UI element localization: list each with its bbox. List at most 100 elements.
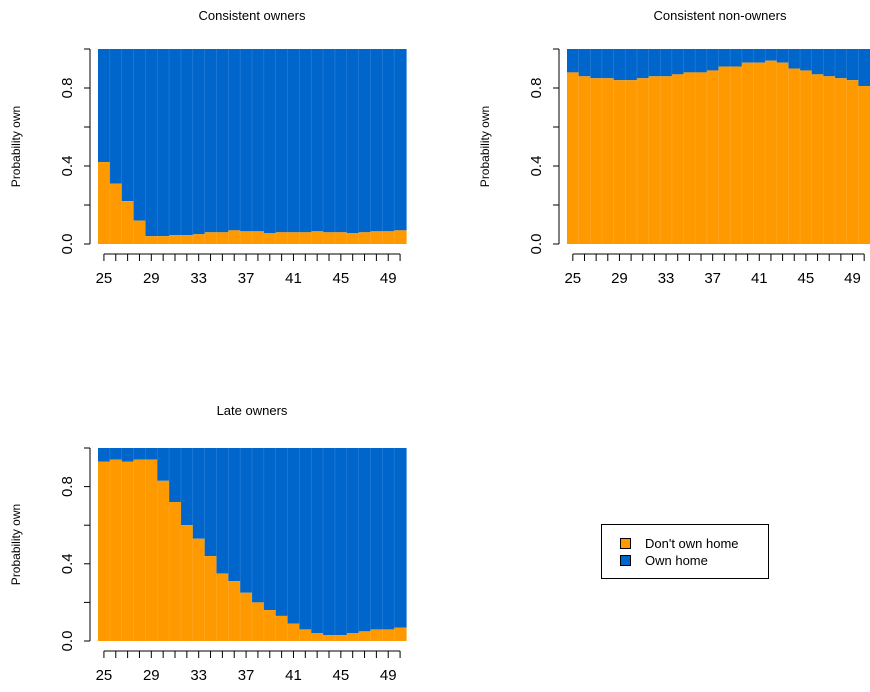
own-bar-45 <box>334 49 348 233</box>
y-tick-label: 0.8 <box>59 78 76 99</box>
dont-own-bar-29 <box>145 459 158 641</box>
own-bar-48 <box>835 49 848 79</box>
dont-own-bar-38 <box>718 66 731 244</box>
dont-own-bar-41 <box>287 232 300 244</box>
own-bar-34 <box>204 448 218 557</box>
panel-0: Consistent owners 0.0 0.4 0.8 Probability ow… <box>9 8 407 287</box>
dont-own-bar-25 <box>98 461 111 641</box>
own-bar-47 <box>823 49 836 77</box>
own-bar-41 <box>287 448 300 624</box>
dont-own-bar-49 <box>382 629 395 641</box>
x-tick-label: 37 <box>704 270 721 287</box>
x-tick-label: 33 <box>658 270 675 287</box>
x-tick-label: 45 <box>333 270 350 287</box>
dont-own-bar-34 <box>204 232 218 244</box>
own-bar-30 <box>157 49 170 237</box>
x-tick-label: 33 <box>190 270 207 287</box>
dont-own-bar-45 <box>334 635 348 641</box>
dont-own-bar-33 <box>192 234 206 244</box>
dont-own-bar-36 <box>695 72 708 245</box>
dont-own-bar-45 <box>800 70 813 244</box>
dont-own-bar-49 <box>846 80 859 244</box>
own-bar-27 <box>590 49 603 79</box>
dont-own-bar-35 <box>683 72 696 245</box>
own-bar-49 <box>846 49 859 81</box>
dont-own-bar-47 <box>358 631 372 641</box>
own-bar-35 <box>216 49 229 233</box>
legend-item-own: Own home <box>620 552 708 568</box>
own-bar-40 <box>275 448 289 616</box>
y-tick-label: 0.0 <box>59 234 76 255</box>
own-bar-42 <box>299 49 312 233</box>
own-bar-48 <box>370 448 383 630</box>
y-tick-label: 0.0 <box>528 234 545 255</box>
own-bar-36 <box>228 49 241 231</box>
x-tick-label: 49 <box>380 667 397 684</box>
dont-own-bar-37 <box>240 231 253 244</box>
own-bar-48 <box>370 49 383 232</box>
own-bar-39 <box>263 49 277 234</box>
dont-own-bar-50 <box>394 627 407 641</box>
dont-own-bar-38 <box>252 602 265 641</box>
dont-own-bar-35 <box>216 573 229 641</box>
x-tick-label: 45 <box>798 270 815 287</box>
dont-own-bar-28 <box>133 459 146 641</box>
panel-title: Consistent non-owners <box>654 8 787 23</box>
dont-own-bar-25 <box>98 162 111 244</box>
own-bar-29 <box>613 49 626 81</box>
panel-1: Consistent non-owners 0.0 0.4 0.8 Probabilit… <box>478 8 870 287</box>
own-bar-36 <box>228 448 241 582</box>
dont-own-bar-27 <box>121 201 135 244</box>
dont-own-bar-39 <box>263 233 277 244</box>
dont-own-bar-42 <box>299 629 312 641</box>
dont-own-bar-29 <box>613 80 626 244</box>
x-tick-label: 37 <box>238 667 255 684</box>
dont-own-bar-34 <box>671 74 685 244</box>
dont-own-bar-32 <box>180 235 194 244</box>
dont-own-bar-45 <box>334 232 348 244</box>
own-bar-33 <box>660 49 673 77</box>
own-bar-29 <box>145 448 158 460</box>
own-bar-35 <box>683 49 696 73</box>
y-tick-label: 0.0 <box>59 631 76 652</box>
own-bar-37 <box>240 49 253 232</box>
x-tick-label: 25 <box>96 667 113 684</box>
y-axis-label: Probability own <box>9 106 23 187</box>
own-bar-38 <box>252 448 265 603</box>
dont-own-bar-39 <box>730 66 743 244</box>
x-tick-label: 45 <box>333 667 350 684</box>
dont-own-bar-39 <box>263 610 277 641</box>
dont-own-bar-37 <box>706 70 720 244</box>
dont-own-bar-44 <box>323 232 336 244</box>
x-tick-label: 41 <box>285 270 302 287</box>
own-bar-32 <box>180 448 194 526</box>
own-bar-35 <box>216 448 229 574</box>
own-bar-42 <box>765 49 778 61</box>
dont-own-bar-44 <box>323 635 336 641</box>
dont-own-bar-50 <box>858 86 870 244</box>
own-bar-49 <box>382 49 395 232</box>
x-tick-label: 41 <box>751 270 768 287</box>
dont-own-bar-27 <box>121 461 135 641</box>
dont-own-bar-29 <box>145 236 158 244</box>
own-bar-47 <box>358 49 372 233</box>
own-bar-43 <box>311 49 324 232</box>
dont-own-bar-36 <box>228 230 241 244</box>
dont-own-bar-40 <box>741 62 755 245</box>
own-bar-50 <box>858 49 870 87</box>
own-bar-43 <box>776 49 790 63</box>
x-tick-label: 25 <box>564 270 581 287</box>
dont-own-bar-31 <box>169 502 182 641</box>
own-bar-25 <box>98 448 111 462</box>
own-bar-39 <box>730 49 743 67</box>
x-tick-label: 29 <box>143 270 160 287</box>
x-tick-label: 25 <box>96 270 113 287</box>
own-bar-32 <box>648 49 661 77</box>
dont-own-bar-37 <box>240 592 253 641</box>
own-bar-33 <box>192 49 206 235</box>
dont-own-bar-25 <box>567 72 580 245</box>
dont-own-bar-28 <box>133 220 146 244</box>
own-bar-26 <box>578 49 591 77</box>
dont-own-bar-40 <box>275 232 289 244</box>
